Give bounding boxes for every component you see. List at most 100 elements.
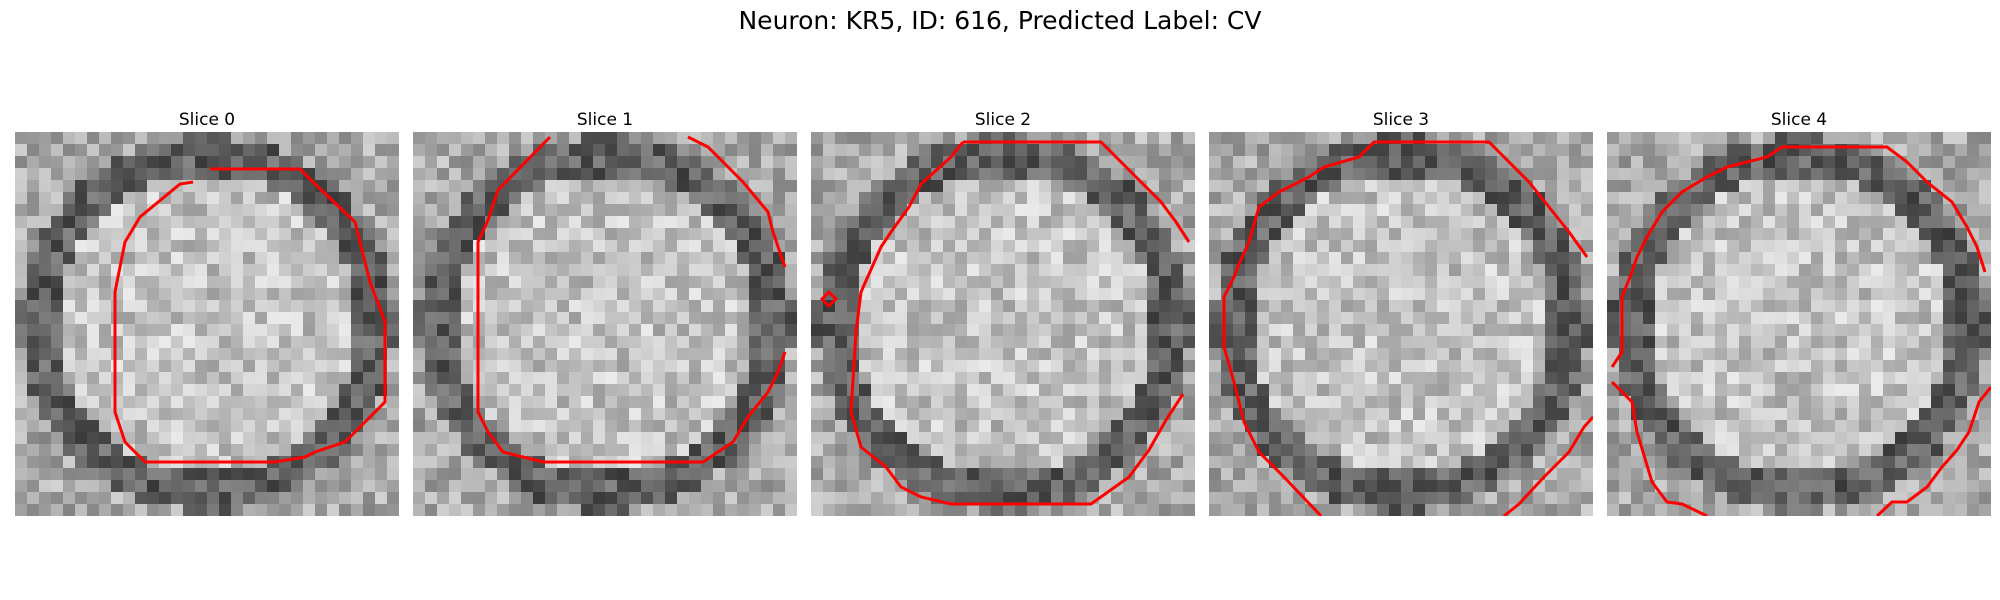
- pixel: [1895, 288, 1907, 300]
- pixel: [75, 420, 87, 432]
- pixel: [1183, 144, 1195, 156]
- pixel: [1533, 324, 1545, 336]
- pixel: [387, 276, 399, 288]
- pixel: [1883, 204, 1895, 216]
- pixel: [327, 192, 339, 204]
- pixel: [485, 240, 497, 252]
- pixel: [1401, 408, 1413, 420]
- pixel: [1871, 432, 1883, 444]
- pixel: [1497, 216, 1509, 228]
- pixel: [1787, 204, 1799, 216]
- pixel: [1051, 324, 1063, 336]
- pixel: [617, 192, 629, 204]
- pixel: [461, 396, 473, 408]
- pixel: [1063, 372, 1075, 384]
- pixel: [231, 504, 243, 516]
- pixel: [375, 288, 387, 300]
- pixel: [1341, 336, 1353, 348]
- pixel: [1607, 408, 1619, 420]
- pixel: [1967, 276, 1979, 288]
- pixel: [1281, 456, 1293, 468]
- pixel: [1799, 444, 1811, 456]
- pixel: [1159, 492, 1171, 504]
- pixel: [63, 456, 75, 468]
- pixel: [665, 204, 677, 216]
- pixel: [99, 348, 111, 360]
- pixel: [847, 216, 859, 228]
- pixel: [1449, 468, 1461, 480]
- pixel: [1135, 192, 1147, 204]
- pixel: [761, 240, 773, 252]
- pixel: [1509, 252, 1521, 264]
- pixel: [665, 168, 677, 180]
- pixel: [1365, 384, 1377, 396]
- pixel: [1533, 192, 1545, 204]
- pixel: [1051, 444, 1063, 456]
- pixel: [1655, 276, 1667, 288]
- pixel: [1171, 444, 1183, 456]
- pixel: [1257, 300, 1269, 312]
- pixel: [1967, 264, 1979, 276]
- pixel: [701, 348, 713, 360]
- pixel: [883, 444, 895, 456]
- pixel: [847, 132, 859, 144]
- pixel: [677, 192, 689, 204]
- pixel: [907, 420, 919, 432]
- pixel: [1449, 240, 1461, 252]
- pixel: [1509, 204, 1521, 216]
- pixel: [1739, 276, 1751, 288]
- pixel: [255, 204, 267, 216]
- pixel: [1075, 288, 1087, 300]
- pixel: [1123, 360, 1135, 372]
- pixel: [1533, 144, 1545, 156]
- pixel: [979, 276, 991, 288]
- pixel: [1245, 360, 1257, 372]
- pixel: [521, 168, 533, 180]
- pixel: [883, 384, 895, 396]
- pixel: [363, 396, 375, 408]
- pixel: [267, 300, 279, 312]
- pixel: [413, 144, 425, 156]
- pixel: [1449, 156, 1461, 168]
- pixel: [1341, 396, 1353, 408]
- pixel: [219, 504, 231, 516]
- pixel: [473, 168, 485, 180]
- pixel: [1691, 324, 1703, 336]
- pixel: [183, 336, 195, 348]
- pixel: [1063, 156, 1075, 168]
- pixel: [1111, 444, 1123, 456]
- pixel: [665, 336, 677, 348]
- pixel: [1087, 300, 1099, 312]
- pixel: [1003, 240, 1015, 252]
- pixel: [1221, 156, 1233, 168]
- pixel: [1679, 252, 1691, 264]
- pixel: [461, 144, 473, 156]
- pixel: [351, 144, 363, 156]
- pixel: [749, 336, 761, 348]
- pixel: [1063, 324, 1075, 336]
- pixel: [1087, 432, 1099, 444]
- pixel: [1787, 192, 1799, 204]
- pixel: [375, 204, 387, 216]
- pixel: [1655, 324, 1667, 336]
- pixel: [785, 168, 797, 180]
- pixel: [1679, 144, 1691, 156]
- pixel: [1209, 492, 1221, 504]
- pixel: [351, 336, 363, 348]
- pixel: [1377, 276, 1389, 288]
- pixel: [303, 360, 315, 372]
- pixel: [919, 480, 931, 492]
- pixel: [1123, 180, 1135, 192]
- pixel: [195, 264, 207, 276]
- pixel: [231, 252, 243, 264]
- pixel: [1209, 216, 1221, 228]
- pixel: [1979, 144, 1991, 156]
- pixel: [1569, 168, 1581, 180]
- pixel: [1401, 168, 1413, 180]
- pixel: [1823, 216, 1835, 228]
- pixel: [1027, 252, 1039, 264]
- pixel: [291, 264, 303, 276]
- pixel: [303, 324, 315, 336]
- pixel: [569, 312, 581, 324]
- pixel: [231, 408, 243, 420]
